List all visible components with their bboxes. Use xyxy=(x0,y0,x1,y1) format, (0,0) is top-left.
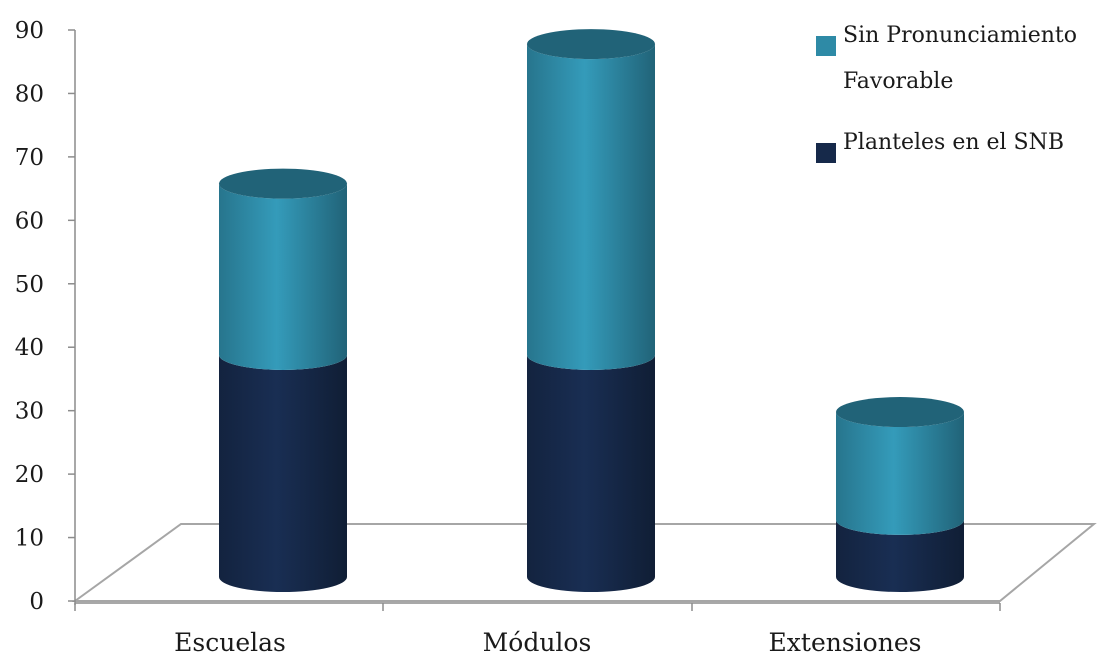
y-tick-label: 30 xyxy=(15,399,44,425)
y-tick-label: 80 xyxy=(15,81,44,107)
bar-segment xyxy=(836,519,964,592)
y-tick-label: 40 xyxy=(15,335,44,361)
x-category-label: Módulos xyxy=(483,628,592,654)
y-tick-label: 60 xyxy=(15,208,44,234)
bar-top-cap xyxy=(527,29,655,60)
legend-swatch xyxy=(816,36,836,56)
bar-segment xyxy=(527,44,655,370)
bar-segment xyxy=(527,354,655,592)
chart-floor xyxy=(71,523,1097,602)
y-tick-label: 70 xyxy=(15,145,44,171)
bar-segment xyxy=(219,183,347,370)
legend-swatch xyxy=(816,143,836,163)
x-category-label: Extensiones xyxy=(769,628,922,654)
x-category-label: Escuelas xyxy=(174,628,286,654)
y-tick-label: 20 xyxy=(15,462,44,488)
y-tick-label: 50 xyxy=(15,272,44,298)
y-tick-label: 0 xyxy=(29,589,44,615)
bar-segment xyxy=(219,354,347,592)
bar-segment xyxy=(836,412,964,535)
y-tick-label: 90 xyxy=(15,18,44,44)
legend-label: Favorable xyxy=(843,69,953,94)
legend-label: Planteles en el SNB xyxy=(843,130,1064,155)
bar-top-cap xyxy=(836,397,964,428)
legend-label: Sin Pronunciamiento xyxy=(843,23,1077,48)
bar-top-cap xyxy=(219,168,347,199)
y-tick-label: 10 xyxy=(15,526,44,552)
